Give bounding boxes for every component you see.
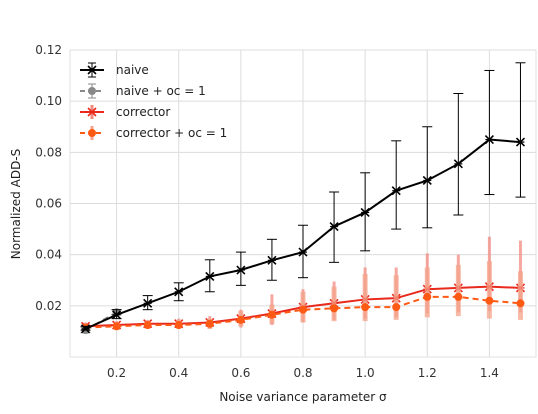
x-axis-ticks: 0.2 0.4 0.6 0.8 1.0 1.2 1.4 [107,366,499,380]
y-tick-label: 0.08 [35,145,62,159]
data-point [329,221,339,232]
data-point [236,315,245,324]
y-tick-label: 0.02 [35,299,62,313]
data-point [174,321,183,330]
data-point [360,207,370,218]
plot-area [69,49,537,358]
data-point [423,292,432,301]
y-axis-label: Normalized ADD-S [9,149,23,260]
data-point [143,321,152,330]
y-tick-label: 0.12 [35,43,62,57]
data-point [330,304,339,313]
data-point [267,310,276,319]
data-point [361,303,370,312]
x-tick-label: 0.4 [169,366,188,380]
data-point [485,296,494,305]
data-point [298,247,308,257]
x-tick-label: 0.8 [293,366,312,380]
x-axis-label: Noise variance parameter σ [219,390,387,404]
data-point [236,265,246,275]
series-layer [80,62,526,335]
data-point [174,287,184,297]
y-tick-label: 0.04 [35,248,62,262]
data-point [392,303,401,312]
data-point [391,186,401,196]
data-point [453,159,463,169]
data-point [484,134,494,145]
x-tick-label: 1.4 [480,366,499,380]
legend-entry: naive + oc = 1 [80,83,206,99]
data-point [88,129,96,137]
data-point [87,107,97,117]
legend-label: naive + oc = 1 [116,84,206,98]
data-point [515,137,526,147]
y-tick-label: 0.10 [35,94,62,108]
y-axis-ticks: 0.02 0.04 0.06 0.08 0.10 0.12 [35,43,62,313]
x-tick-label: 0.6 [231,366,250,380]
legend-label: corrector [116,105,170,119]
legend: naive naive + oc = 1 corrector corrector + … [80,62,227,140]
legend-entry: naive [80,62,149,78]
data-point [88,87,96,95]
data-point [454,292,463,301]
data-point [87,65,97,75]
data-point [143,298,153,308]
x-tick-label: 1.0 [356,366,375,380]
legend-label: corrector + oc = 1 [116,126,227,140]
data-point [205,271,215,281]
data-point [80,324,91,334]
data-point [299,305,307,314]
data-point [112,310,122,320]
legend-entry: corrector [80,105,170,119]
data-point [205,319,214,328]
legend-label: naive [116,63,149,77]
data-point [267,255,277,265]
series-naive [80,62,526,334]
data-point [422,175,432,186]
series-line [85,295,521,329]
legend-entry: corrector + oc = 1 [80,126,227,140]
series-corrector-oc-1 [81,261,525,332]
x-tick-label: 1.2 [418,366,437,380]
data-point [516,299,525,308]
x-tick-label: 0.2 [107,366,126,380]
y-tick-label: 0.06 [35,197,62,211]
data-point [112,322,121,331]
